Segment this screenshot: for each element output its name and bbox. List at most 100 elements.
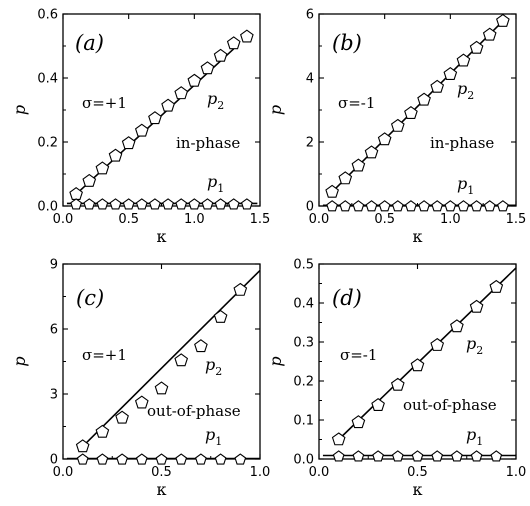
marker-p2 bbox=[148, 111, 162, 125]
marker-p2 bbox=[469, 40, 484, 54]
marker-p2 bbox=[430, 337, 445, 351]
marker-p1 bbox=[135, 453, 148, 465]
phase-label: in-phase bbox=[430, 134, 494, 152]
marker-p2 bbox=[95, 161, 110, 175]
marker-p2 bbox=[134, 395, 149, 409]
marker-p1 bbox=[457, 200, 470, 212]
panel-label: (c) bbox=[76, 286, 104, 310]
series-line-p2 bbox=[338, 267, 517, 441]
y-tick-label: 0.3 bbox=[293, 336, 314, 351]
y-axis-label: p bbox=[266, 356, 285, 366]
marker-p2 bbox=[161, 98, 175, 112]
marker-p2 bbox=[115, 410, 129, 424]
x-tick-label: 0.0 bbox=[53, 465, 74, 480]
x-tick-label: 0.5 bbox=[374, 212, 395, 227]
marker-p2 bbox=[82, 173, 97, 187]
y-tick-label: 6 bbox=[50, 323, 58, 338]
marker-p2 bbox=[338, 171, 353, 185]
x-tick-label: 1.0 bbox=[184, 212, 205, 227]
marker-p2 bbox=[331, 432, 346, 446]
marker-p1 bbox=[431, 450, 444, 462]
marker-p2 bbox=[443, 66, 458, 80]
sigma-label: σ=-1 bbox=[340, 346, 377, 364]
marker-p2 bbox=[174, 86, 189, 100]
marker-p1 bbox=[352, 450, 365, 462]
marker-p1 bbox=[122, 198, 135, 210]
marker-p1 bbox=[83, 198, 96, 210]
x-axis-label: κ bbox=[413, 480, 423, 499]
sigma-label: σ=-1 bbox=[338, 94, 375, 112]
panel-label: (b) bbox=[332, 31, 362, 55]
phase-label: out-of-phase bbox=[403, 396, 497, 414]
marker-p1 bbox=[451, 450, 463, 462]
x-axis-label: κ bbox=[157, 227, 167, 246]
x-tick-label: 0.0 bbox=[309, 212, 330, 227]
marker-p1 bbox=[96, 453, 109, 465]
marker-p2 bbox=[75, 439, 90, 453]
y-tick-label: 0.2 bbox=[37, 136, 58, 151]
marker-p1 bbox=[234, 453, 247, 465]
panel-label: (d) bbox=[332, 286, 362, 310]
phase-label: in-phase bbox=[176, 134, 240, 152]
y-tick-label: 6 bbox=[306, 8, 314, 23]
phase-label: out-of-phase bbox=[147, 402, 241, 420]
y-tick-label: 2 bbox=[306, 136, 314, 151]
marker-p2 bbox=[213, 309, 228, 323]
marker-p1 bbox=[162, 198, 174, 210]
series-line-p2 bbox=[82, 269, 261, 448]
marker-p2 bbox=[390, 118, 405, 132]
marker-p2 bbox=[226, 36, 241, 50]
marker-p2 bbox=[469, 299, 484, 313]
marker-p1 bbox=[214, 198, 227, 210]
panel-label: (a) bbox=[75, 31, 104, 55]
panel-b: 0.0 0.5 1.0 1.5 0 2 4 6 κ p (b) σ=-1 in-phase p2 p1 bbox=[266, 8, 526, 247]
y-tick-label: 9 bbox=[50, 258, 58, 273]
marker-p1 bbox=[391, 200, 404, 212]
sigma-label: σ=+1 bbox=[82, 94, 127, 112]
marker-p2 bbox=[450, 319, 464, 333]
marker-p1 bbox=[227, 198, 240, 210]
marker-p1 bbox=[155, 453, 168, 465]
x-tick-label: 0.5 bbox=[151, 465, 172, 480]
x-tick-label: 0.5 bbox=[407, 465, 428, 480]
marker-p1 bbox=[444, 200, 457, 212]
marker-p1 bbox=[195, 453, 207, 465]
marker-p2 bbox=[351, 158, 366, 172]
marker-p1 bbox=[175, 453, 188, 465]
marker-p2 bbox=[351, 415, 366, 429]
x-axis-label: κ bbox=[157, 480, 167, 499]
marker-p2 bbox=[194, 339, 208, 353]
series-label-p1: p1 bbox=[205, 425, 222, 448]
marker-p1 bbox=[116, 453, 128, 465]
marker-p1 bbox=[352, 200, 365, 212]
marker-p2 bbox=[404, 106, 418, 120]
x-tick-label: 0.0 bbox=[53, 212, 74, 227]
marker-p1 bbox=[326, 200, 339, 212]
y-tick-label: 0.1 bbox=[293, 414, 314, 429]
y-tick-label: 0 bbox=[306, 200, 314, 215]
marker-p2 bbox=[489, 279, 504, 293]
marker-p2 bbox=[371, 398, 385, 411]
x-tick-label: 0.0 bbox=[309, 465, 330, 480]
y-tick-label: 0.0 bbox=[37, 200, 58, 215]
marker-p1 bbox=[96, 198, 109, 210]
x-tick-label: 1.0 bbox=[440, 212, 461, 227]
marker-p1 bbox=[135, 198, 148, 210]
marker-p1 bbox=[378, 200, 391, 212]
marker-p1 bbox=[365, 200, 378, 212]
marker-p1 bbox=[490, 450, 503, 462]
y-tick-label: 0.6 bbox=[37, 8, 58, 23]
marker-p1 bbox=[214, 453, 227, 465]
marker-p1 bbox=[372, 450, 384, 462]
marker-p1 bbox=[391, 450, 404, 462]
marker-p2 bbox=[187, 73, 202, 87]
marker-p2 bbox=[108, 148, 123, 162]
marker-p2 bbox=[410, 358, 425, 372]
sigma-label: σ=+1 bbox=[82, 346, 127, 364]
marker-p1 bbox=[411, 450, 424, 462]
marker-p2 bbox=[240, 29, 254, 43]
marker-p1 bbox=[418, 200, 430, 212]
marker-p1 bbox=[483, 200, 496, 212]
y-tick-label: 0.0 bbox=[293, 453, 314, 468]
y-tick-label: 0.4 bbox=[293, 297, 314, 312]
